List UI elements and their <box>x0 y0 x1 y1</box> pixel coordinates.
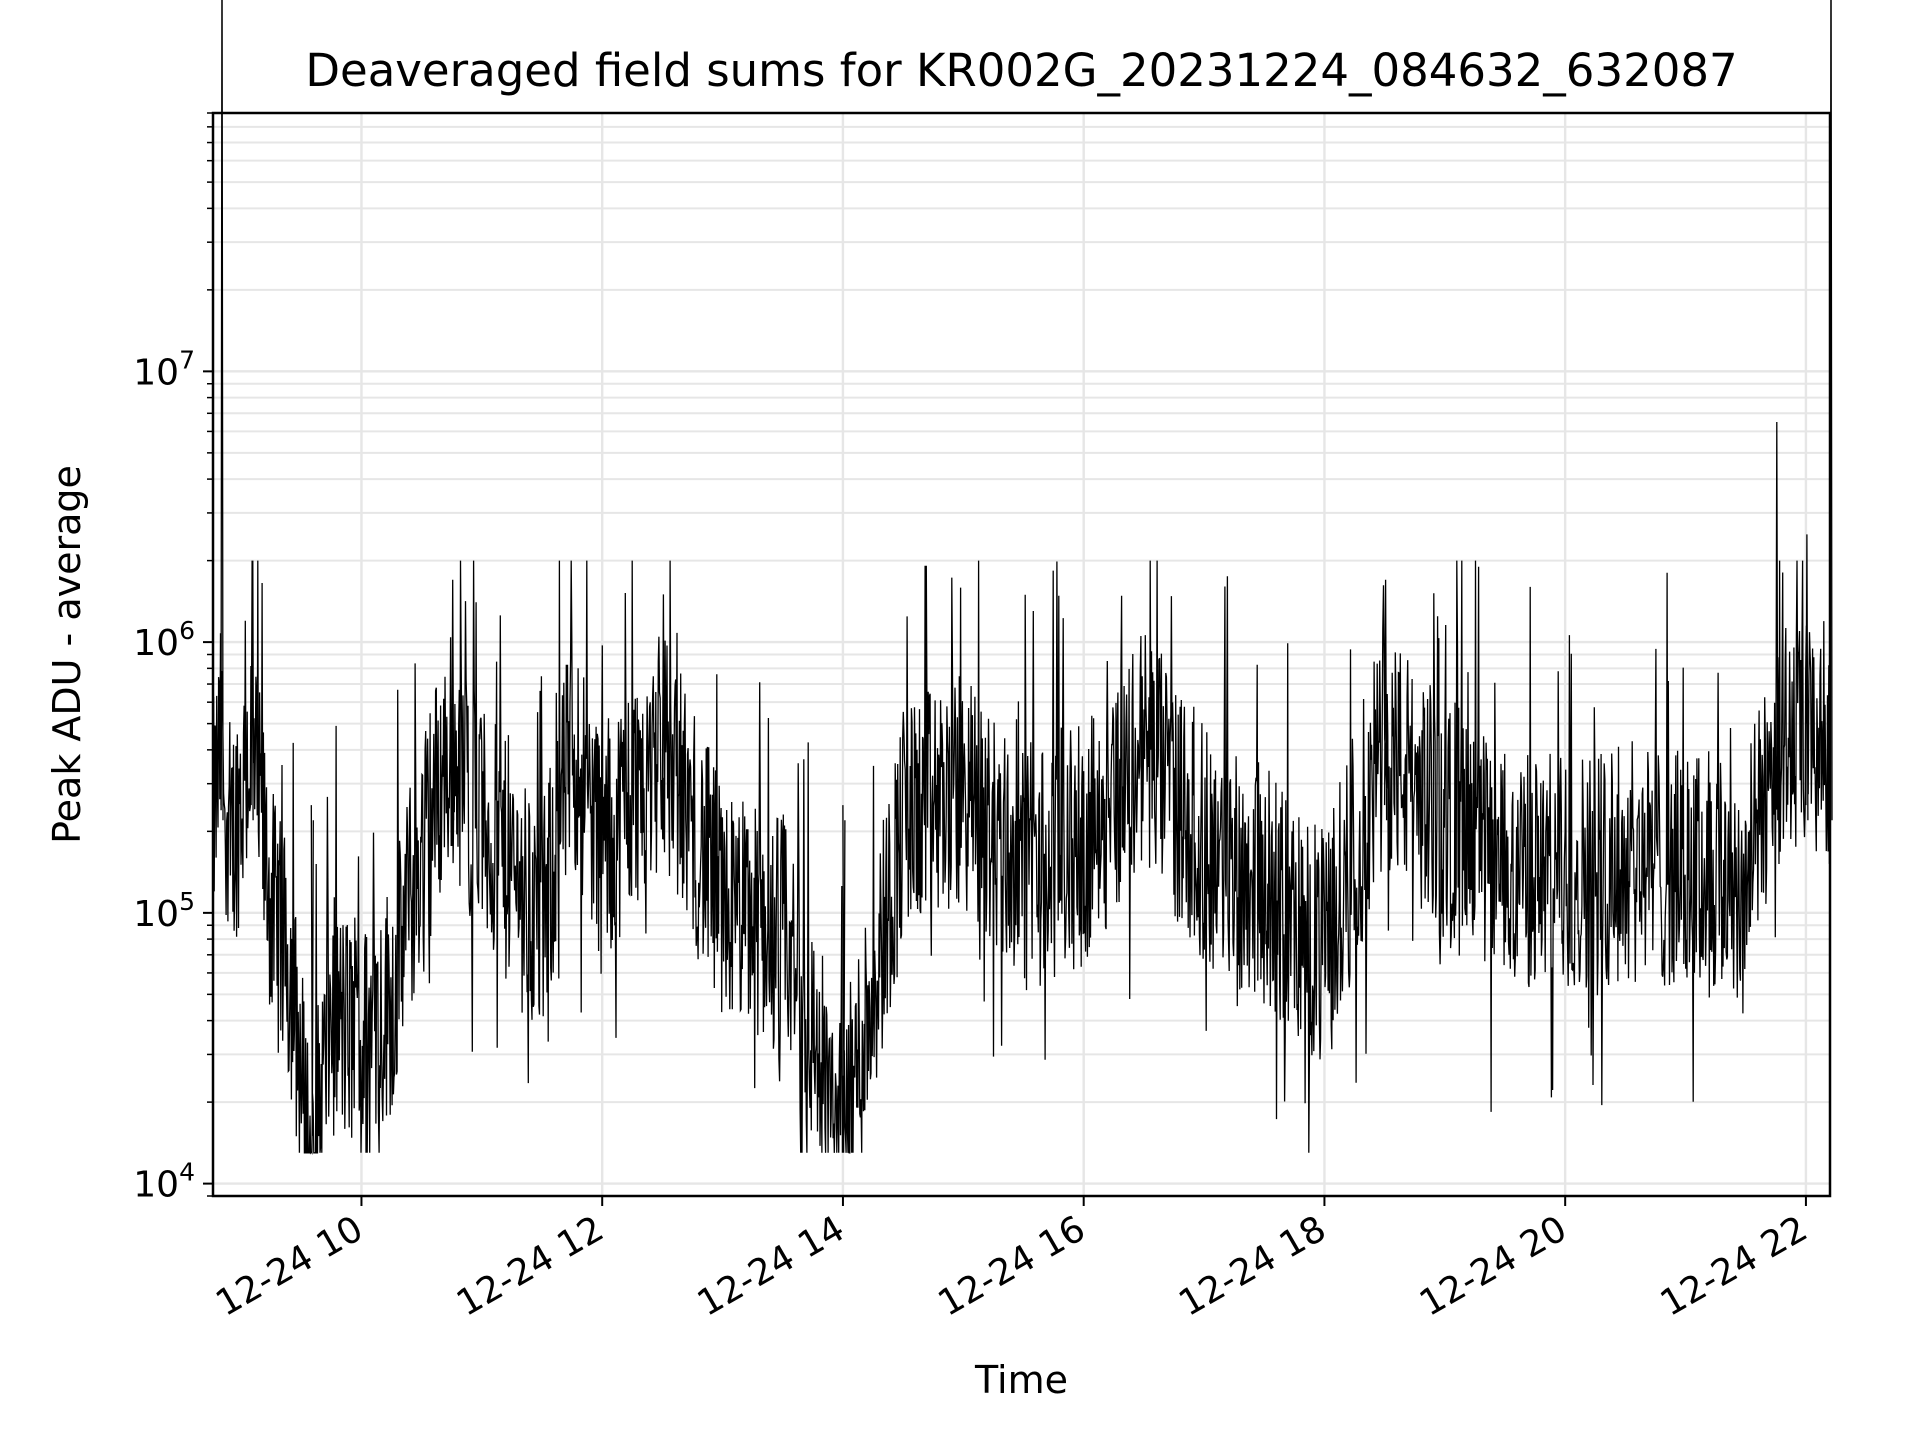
chart-title: Deaveraged field sums for KR002G_2023122… <box>305 44 1737 97</box>
y-tick-label: 106 <box>133 616 195 664</box>
series-line <box>212 0 1833 1155</box>
y-tick-label: 105 <box>133 887 195 935</box>
y-tick-label: 104 <box>133 1158 195 1206</box>
series-layer <box>212 0 1833 1155</box>
y-tick-label: 107 <box>133 345 195 393</box>
x-axis-label: Time <box>974 1358 1068 1402</box>
y-axis-label: Peak ADU - average <box>45 465 89 844</box>
